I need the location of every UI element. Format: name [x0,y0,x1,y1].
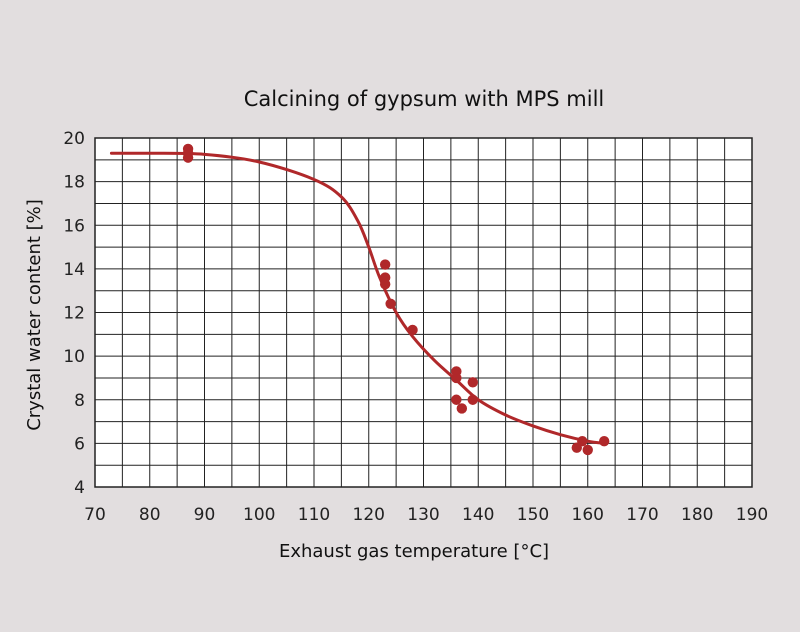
x-tick-labels: 70 80 90 100 110 120 130 140 150 160 170 180 190 [84,505,768,525]
x-tick-label: 80 [139,505,161,525]
data-point [577,435,588,447]
y-tick-label: 6 [74,434,85,454]
data-point [456,403,468,414]
plot-border [94,137,753,488]
data-point [451,394,462,405]
x-axis-label: Exhaust gas temperature [°C] [279,541,549,562]
y-tick-label: 14 [63,260,85,280]
y-tick-labels: 4 6 8 10 12 14 16 18 20 [63,129,85,498]
data-point [379,278,391,290]
y-tick-label: 12 [63,304,85,324]
data-point [582,444,593,456]
data-point [467,377,478,388]
x-tick-label: 190 [736,505,768,525]
y-tick-label: 8 [74,391,85,411]
trend-curve [109,151,606,445]
data-point [407,324,418,336]
x-tick-label: 110 [298,505,330,525]
y-axis-label: Crystal water content [%] [24,199,45,431]
y-tick-label: 4 [74,478,85,498]
y-tick-label: 16 [63,216,85,236]
x-tick-label: 180 [681,505,713,525]
y-tick-label: 18 [63,173,85,193]
x-tick-label: 100 [243,505,275,525]
grid [94,137,753,488]
x-tick-label: 140 [462,505,494,525]
x-tick-label: 130 [407,505,439,525]
chart-title: Calcining of gypsum with MPS mill [244,87,605,111]
data-points [182,143,610,456]
trend-curve-layer [109,151,606,445]
x-tick-label: 160 [572,505,604,525]
x-tick-label: 90 [194,505,216,525]
y-tick-label: 10 [63,347,85,367]
data-point [379,259,391,270]
data-point [451,372,462,384]
data-point [598,435,610,447]
data-point [467,394,478,405]
x-tick-label: 120 [353,505,385,525]
data-point [385,298,396,309]
x-tick-label: 150 [517,505,549,525]
x-tick-label: 70 [84,505,106,525]
data-point [182,152,194,163]
x-tick-label: 170 [626,505,658,525]
y-tick-label: 20 [63,129,85,149]
